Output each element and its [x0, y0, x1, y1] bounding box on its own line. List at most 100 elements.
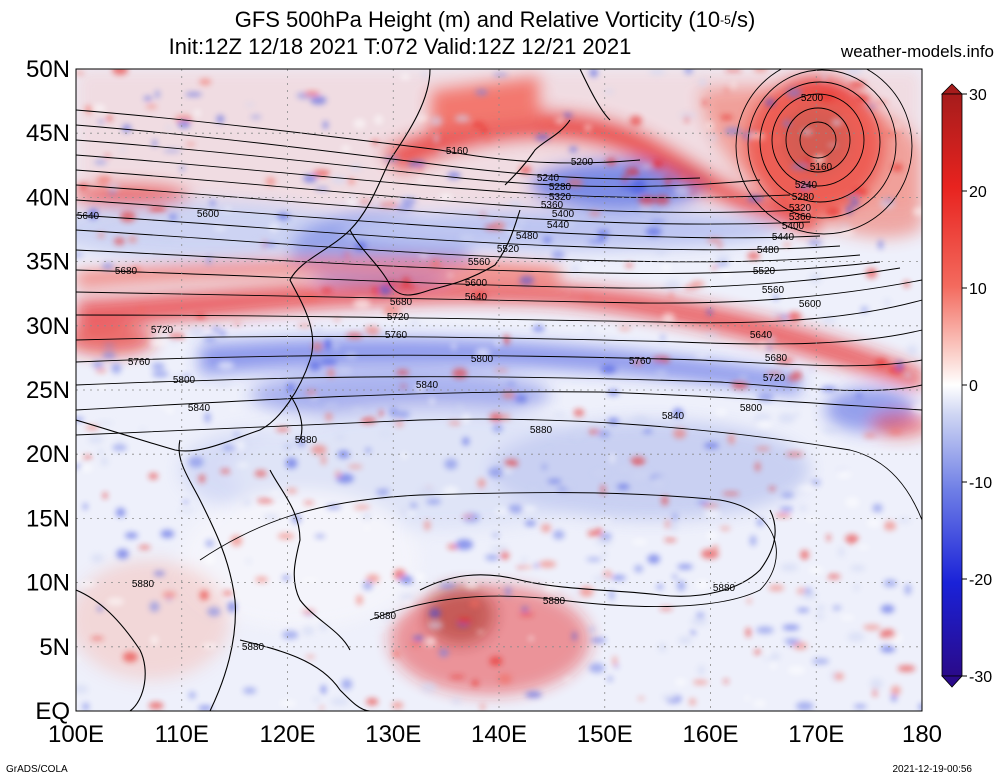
vorticity-speckle	[120, 146, 126, 153]
vorticity-speckle	[353, 118, 366, 129]
vorticity-speckle	[88, 208, 99, 220]
vorticity-speckle	[494, 508, 512, 515]
vorticity-speckle	[562, 112, 573, 119]
vorticity-speckle	[878, 240, 883, 250]
vorticity-speckle	[680, 173, 688, 179]
vorticity-speckle	[485, 554, 500, 561]
vorticity-speckle	[912, 207, 922, 216]
colorbar-tick-label: 20	[969, 184, 987, 201]
vorticity-speckle	[471, 679, 479, 687]
lon-label: 140E	[471, 721, 527, 748]
vorticity-speckle	[838, 547, 845, 558]
vorticity-speckle	[765, 346, 773, 350]
vorticity-speckle	[587, 530, 600, 537]
contour-label: 5160	[810, 162, 833, 173]
contour-label: 5640	[465, 292, 488, 303]
vorticity-speckle	[597, 229, 610, 236]
vorticity-speckle	[870, 678, 883, 690]
contour-label: 5240	[795, 180, 818, 191]
vorticity-speckle	[768, 486, 776, 491]
vorticity-speckle	[76, 684, 89, 694]
vorticity-speckle	[502, 468, 513, 474]
vorticity-speckle	[903, 280, 910, 288]
vorticity-speckle	[270, 490, 281, 495]
lat-label: 40N	[26, 184, 70, 211]
vorticity-speckle	[637, 697, 645, 700]
vorticity-speckle	[324, 403, 339, 408]
vorticity-speckle	[170, 374, 186, 381]
vorticity-speckle	[697, 665, 706, 676]
vorticity-speckle	[543, 237, 552, 243]
vorticity-speckle	[139, 428, 146, 432]
vorticity-speckle	[255, 576, 268, 583]
footer-left: GrADS/COLA	[6, 764, 68, 775]
vorticity-speckle	[410, 502, 418, 509]
vorticity-speckle	[395, 204, 413, 211]
vorticity-speckle	[286, 488, 298, 494]
vorticity-speckle	[203, 336, 217, 342]
vorticity-speckle	[418, 177, 425, 183]
vorticity-speckle	[222, 591, 233, 596]
colorbar-tick-label: 10	[969, 281, 987, 298]
vorticity-speckle	[391, 701, 404, 710]
vorticity-speckle	[674, 185, 690, 197]
vorticity-speckle	[183, 500, 189, 504]
vorticity-speckle	[697, 500, 709, 505]
vorticity-speckle	[891, 685, 901, 696]
vorticity-speckle	[812, 658, 830, 665]
vorticity-speckle	[785, 452, 804, 457]
vorticity-speckle	[489, 656, 503, 666]
vorticity-speckle	[204, 412, 211, 423]
vorticity-speckle	[839, 230, 855, 235]
vorticity-speckle	[715, 253, 731, 263]
vorticity-speckle	[641, 163, 652, 170]
vorticity-speckle	[150, 635, 159, 646]
vorticity-speckle	[227, 601, 237, 613]
vorticity-speckle	[107, 182, 120, 192]
colorbar-top-arrow	[941, 83, 963, 95]
vorticity-speckle	[689, 698, 696, 706]
vorticity-speckle	[647, 554, 660, 564]
vorticity-speckle	[535, 252, 543, 258]
vorticity-speckle	[757, 393, 774, 402]
vorticity-speckle	[346, 178, 356, 185]
vorticity-speckle	[92, 104, 106, 113]
vorticity-speckle	[285, 457, 298, 469]
vorticity-speckle	[325, 412, 333, 422]
vorticity-speckle	[476, 630, 484, 634]
vorticity-speckle	[472, 292, 487, 299]
vorticity-speckle	[749, 137, 763, 147]
vorticity-speckle	[426, 498, 441, 505]
vorticity-speckle	[619, 185, 638, 190]
vorticity-speckle	[430, 115, 443, 127]
vorticity-speckle	[168, 214, 178, 220]
vorticity-speckle	[787, 194, 802, 203]
vorticity-speckle	[216, 115, 225, 124]
contour-label: 5680	[115, 266, 138, 277]
vorticity-speckle	[552, 530, 565, 540]
vorticity-speckle	[507, 504, 524, 514]
vorticity-speckle	[303, 293, 319, 301]
vorticity-speckle	[462, 437, 470, 446]
vorticity-speckle	[872, 503, 883, 513]
vorticity-speckle	[379, 432, 392, 436]
vorticity-speckle	[323, 338, 332, 350]
lon-label: 100E	[48, 721, 104, 748]
vorticity-speckle	[79, 581, 97, 587]
contour-label: 5240	[537, 173, 560, 184]
vorticity-speckle	[206, 255, 212, 265]
vorticity-speckle	[439, 582, 456, 589]
vorticity-speckle	[846, 195, 860, 200]
vorticity-speckle	[749, 535, 757, 547]
contour-label: 5880	[242, 642, 265, 653]
vorticity-speckle	[678, 112, 697, 118]
vorticity-speckle	[738, 374, 749, 380]
vorticity-speckle	[609, 453, 615, 464]
vorticity-speckle	[495, 340, 500, 348]
vorticity-speckle	[665, 177, 671, 186]
vorticity-speckle	[625, 167, 640, 177]
vorticity-speckle	[787, 374, 800, 381]
vorticity-speckle	[714, 408, 728, 416]
vorticity-speckle	[138, 545, 151, 550]
vorticity-speckle	[433, 132, 440, 144]
